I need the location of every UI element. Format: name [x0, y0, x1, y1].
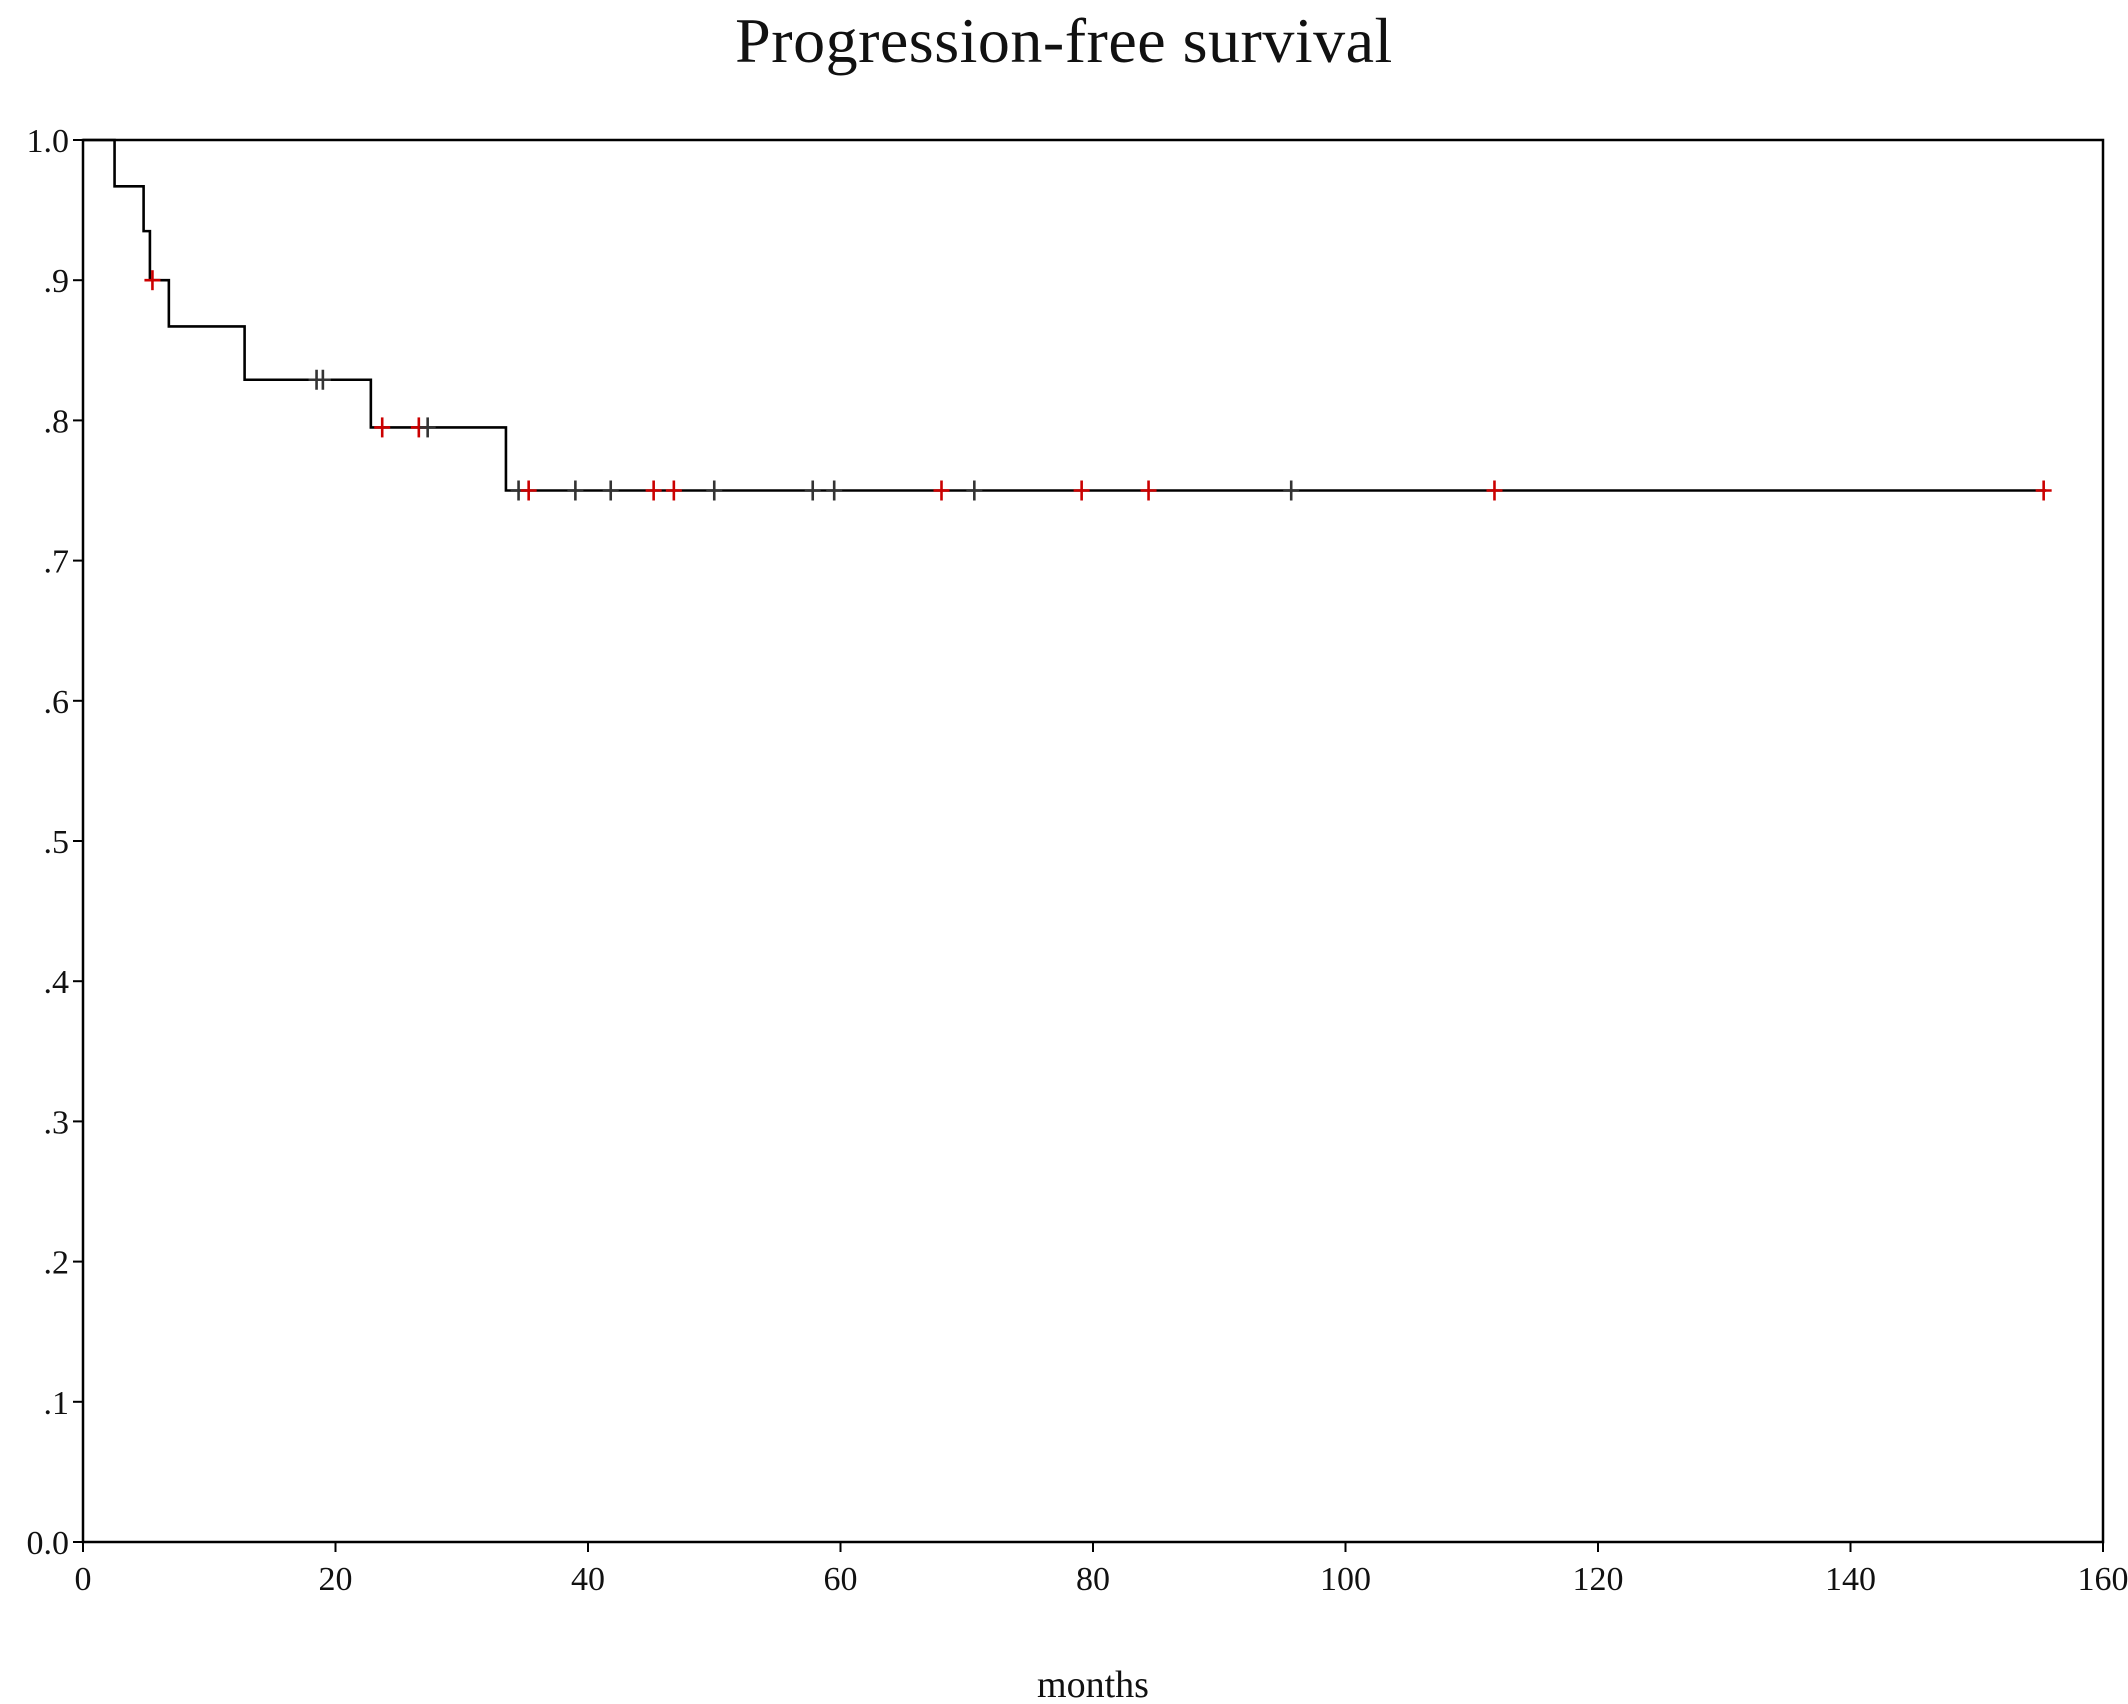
censor-mark	[520, 480, 537, 501]
y-tick-label: .8	[44, 403, 70, 440]
y-tick-label: .6	[44, 684, 70, 721]
y-tick-label: .4	[44, 964, 70, 1001]
chart-title: Progression-free survival	[735, 5, 1393, 76]
x-tick-label: 80	[1076, 1561, 1110, 1598]
censor-mark	[826, 480, 843, 501]
x-tick-label: 20	[319, 1561, 353, 1598]
x-tick-label: 140	[1825, 1561, 1876, 1598]
censor-mark	[804, 480, 821, 501]
censor-mark	[645, 480, 662, 501]
x-tick-label: 100	[1320, 1561, 1371, 1598]
censor-mark	[602, 480, 619, 501]
censor-marks	[144, 270, 2052, 501]
censor-mark	[1140, 480, 1157, 501]
censor-mark	[933, 480, 950, 501]
x-tick-label: 60	[824, 1561, 858, 1598]
survival-step-line	[83, 138, 2047, 492]
censor-mark	[1486, 480, 1503, 501]
x-tick-label: 0	[75, 1561, 92, 1598]
censor-mark	[419, 417, 436, 438]
censor-mark	[966, 480, 983, 501]
censor-mark	[2035, 480, 2052, 501]
y-tick-label: 1.0	[27, 123, 70, 160]
censor-mark	[314, 369, 331, 390]
y-tick-label: .1	[44, 1385, 70, 1422]
censor-mark	[567, 480, 584, 501]
x-axis: 0 20 40 60 80 100 120 140 160	[75, 1542, 2128, 1598]
censor-mark	[374, 417, 391, 438]
plot-frame	[81, 138, 2105, 1544]
x-tick-label: 120	[1573, 1561, 1624, 1598]
y-tick-label: .3	[44, 1104, 70, 1141]
censor-mark	[665, 480, 682, 501]
series-layer	[83, 138, 2047, 492]
censor-mark	[706, 480, 723, 501]
y-tick-label: .9	[44, 263, 70, 300]
x-axis-label: months	[1037, 1664, 1149, 1704]
censor-mark	[1283, 480, 1300, 501]
y-axis: 0.0 .1 .2 .3 .4 .5 .6 .7 .8 .9 1.0	[27, 123, 83, 1562]
y-tick-label: 0.0	[27, 1525, 70, 1562]
x-tick-label: 40	[571, 1561, 605, 1598]
y-tick-label: .5	[44, 824, 70, 861]
y-tick-label: .7	[44, 544, 70, 581]
censor-mark	[1073, 480, 1090, 501]
x-tick-label: 160	[2078, 1561, 2128, 1598]
censor-mark	[144, 270, 161, 291]
y-tick-label: .2	[44, 1245, 70, 1282]
